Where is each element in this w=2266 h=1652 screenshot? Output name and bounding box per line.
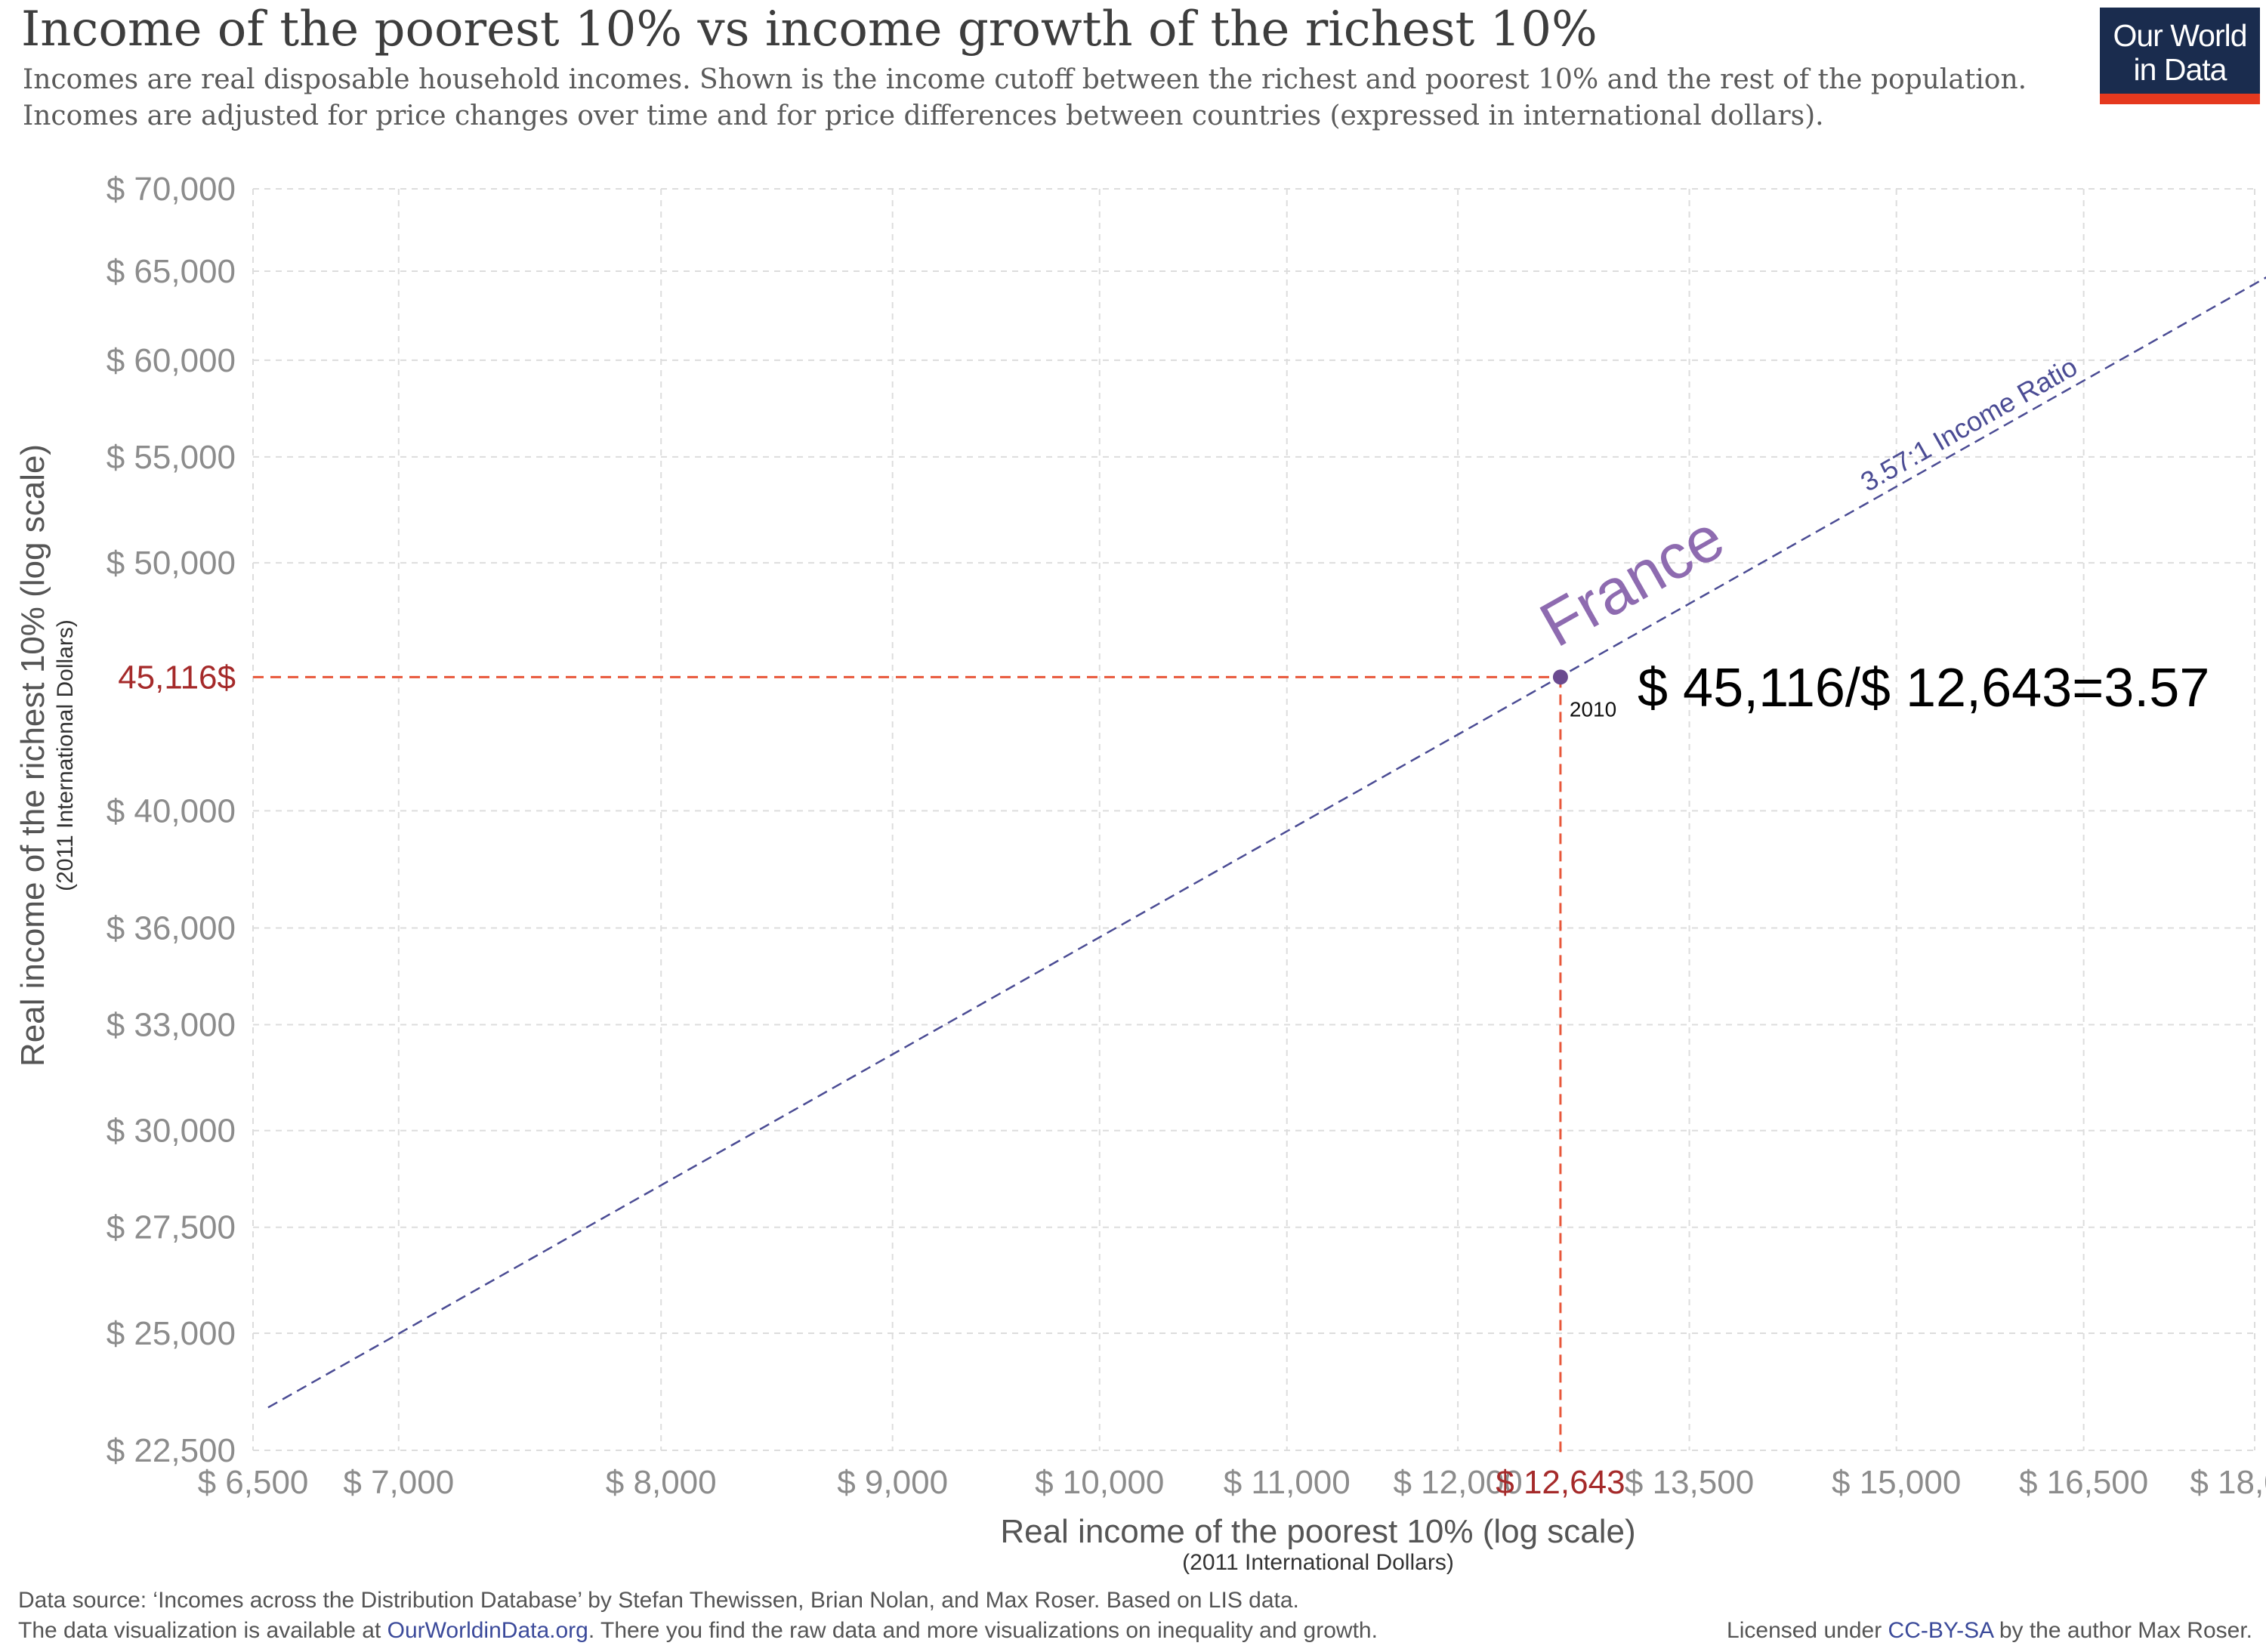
y-axis-title: Real income of the richest 10% (log scal… (14, 444, 51, 1067)
highlight-y-label: 45,116$ (118, 659, 236, 696)
x-tick-label-3: $ 9,000 (837, 1464, 948, 1501)
y-tick-label-4: $ 33,000 (107, 1006, 236, 1043)
subtitle-line-2: Incomes are adjusted for price changes o… (23, 100, 1824, 131)
our-world-in-data-logo[interactable]: Our World in Data (2100, 8, 2260, 104)
x-axis-ticks: $ 6,500 $ 7,000 $ 8,000 $ 9,000 $ 10,000 $ 11… (198, 1464, 2266, 1501)
y-tick-label-6: $ 40,000 (107, 792, 236, 829)
y-tick-label-11: $ 70,000 (107, 171, 236, 208)
grid-layer (252, 188, 2255, 1451)
x-axis-subtitle: (2011 International Dollars) (1182, 1550, 1454, 1575)
x-axis-title: Real income of the poorest 10% (log scal… (1000, 1513, 1635, 1550)
x-tick-label-2: $ 8,000 (606, 1464, 717, 1501)
y-tick-label-9: $ 60,000 (107, 342, 236, 379)
y-tick-label-3: $ 30,000 (107, 1113, 236, 1150)
subtitle-line-1: Incomes are real disposable household in… (23, 64, 2027, 95)
ratio-line (267, 276, 2266, 1409)
y-axis-subtitle: (2011 International Dollars) (53, 619, 78, 891)
logo-line-2: in Data (2133, 52, 2227, 87)
y-tick-label-2: $ 27,500 (107, 1209, 236, 1246)
chart-title: Income of the poorest 10% vs income grow… (21, 2, 1598, 57)
ratio-line-label: 3.57:1 Income Ratio (1855, 350, 2082, 497)
footer-source: Data source: ‘Incomes across the Distrib… (18, 1588, 1299, 1613)
x-tick-label-0: $ 6,500 (198, 1464, 309, 1501)
y-tick-label-10: $ 65,000 (107, 253, 236, 290)
x-tick-label-5: $ 11,000 (1224, 1464, 1351, 1501)
footer-viz-prefix: The data visualization is available at (18, 1618, 387, 1643)
y-tick-label-8: $ 55,000 (107, 439, 236, 476)
footer-license-prefix: Licensed under (1727, 1618, 1888, 1643)
data-point-year-0: 2010 (1570, 697, 1616, 721)
data-point-0[interactable] (1552, 669, 1568, 685)
logo-accent-bar (2100, 94, 2260, 104)
footer-viz-suffix: . There you find the raw data and more v… (588, 1618, 1378, 1643)
logo-line-1: Our World (2113, 18, 2247, 53)
footer-license-suffix: by the author Max Roser. (1993, 1618, 2252, 1643)
highlight-x-label: $ 12,643 (1496, 1464, 1625, 1501)
footer-visualization-note: The data visualization is available at O… (18, 1618, 1378, 1644)
footer-owid-link[interactable]: OurWorldinData.org (387, 1618, 588, 1643)
footer-license-link[interactable]: CC-BY-SA (1888, 1618, 1993, 1643)
x-tick-label-1: $ 7,000 (343, 1464, 454, 1501)
chart-subtitle: Incomes are real disposable household in… (23, 62, 2027, 134)
x-tick-label-7: $ 13,500 (1625, 1464, 1754, 1501)
x-tick-label-6: $ 12,000 (1393, 1464, 1522, 1501)
y-tick-label-1: $ 25,000 (107, 1315, 236, 1352)
footer-license: Licensed under CC-BY-SA by the author Ma… (1727, 1618, 2252, 1644)
x-tick-label-10: $ 18,000 (2190, 1464, 2266, 1501)
x-tick-label-4: $ 10,000 (1035, 1464, 1164, 1501)
x-tick-label-9: $ 16,500 (2019, 1464, 2148, 1501)
y-tick-label-5: $ 36,000 (107, 909, 236, 946)
ratio-annotation: $ 45,116/$ 12,643=3.57 (1638, 658, 2209, 718)
y-tick-label-7: $ 50,000 (107, 545, 236, 582)
y-tick-label-0: $ 22,500 (107, 1432, 236, 1469)
ratio-line-layer: 3.57:1 Income Ratio (267, 276, 2266, 1409)
y-axis-ticks: $ 22,500 $ 25,000 $ 27,500 $ 30,000 $ 33,000… (107, 171, 236, 1469)
scatter-chart: 3.57:1 Income Ratio $ 6,500 $ 7,000 $ 8,00… (14, 171, 2266, 1575)
highlight-layer (253, 675, 1562, 1458)
x-tick-label-8: $ 15,000 (1832, 1464, 1961, 1501)
